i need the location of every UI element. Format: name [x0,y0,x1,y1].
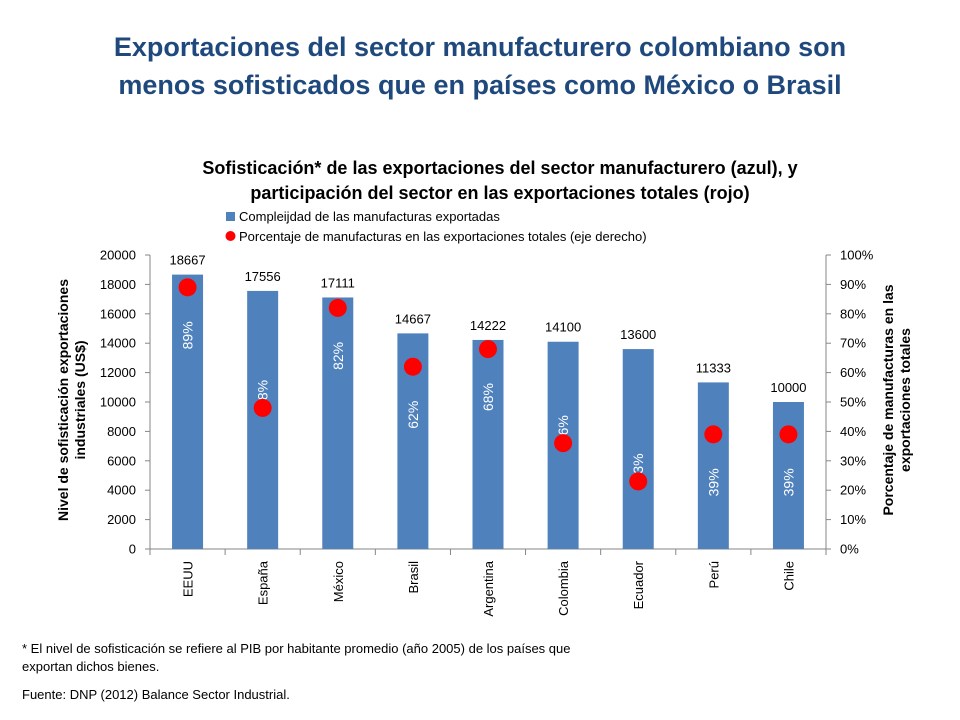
bar-value-label: 14100 [545,320,581,335]
legend-bar-label: Compleijdad de las manufacturas exportad… [239,209,500,224]
bar-value-label: 17556 [245,269,281,284]
x-tick-label: Colombia [556,560,571,616]
y2-tick-label: 0% [840,542,859,557]
x-tick-label: EEUU [181,561,196,597]
chart-axes: 0 2000 4000 6000 8000 10000 12000 14000 16000 180… [100,248,874,557]
y-tick-label: 0 [129,542,136,557]
percent-marker [403,357,422,376]
y-tick-label: 14000 [100,336,136,351]
page-title-line-2: menos sofisticados que en países como Mé… [118,70,842,100]
percent-marker [554,434,573,453]
bar-value-label: 14222 [470,318,506,333]
percent-marker [253,398,272,417]
percent-marker [328,298,347,317]
y2-axis-title-line-2: exportaciones totales [897,328,913,472]
bar [697,382,729,549]
y-tick-label: 20000 [100,248,136,263]
y2-tick-label: 100% [840,248,874,263]
legend-marker-label: Porcentaje de manufacturas en las export… [239,229,647,244]
y2-tick-label: 80% [840,306,866,321]
chart-bars [172,274,804,549]
bar [472,339,504,549]
y2-tick-label: 60% [840,365,866,380]
y2-tick-label: 40% [840,424,866,439]
y2-tick-label: 30% [840,453,866,468]
y-tick-label: 2000 [107,512,136,527]
y2-axis-title-line-1: Porcentaje de manufacturas en las [880,284,896,515]
chart-legend: Compleijdad de las manufacturas exportad… [225,209,647,244]
y-tick-label: 8000 [107,424,136,439]
percent-data-label: 62% [405,401,421,429]
percent-marker [479,340,497,359]
y2-tick-label: 90% [840,277,866,292]
y2-tick-label: 20% [840,483,866,498]
y2-tick-label: 50% [840,395,866,410]
page-title: Exportaciones del sector manufacturero c… [30,28,930,104]
y2-axis-title: Porcentaje de manufacturas en las export… [880,284,913,515]
percent-data-label: 68% [480,383,496,411]
y-axis-title-line-1: Nivel de sofisticación exportaciones [55,279,71,521]
bar-value-label: 11333 [696,360,731,375]
percent-data-label: 39% [705,468,721,496]
y2-tick-label: 70% [840,336,866,351]
y-tick-label: 16000 [100,306,136,321]
y-tick-label: 4000 [107,483,136,498]
percent-marker [779,425,798,444]
percent-data-label: 82% [330,342,346,370]
y-axis-title: Nivel de sofisticación exportaciones ind… [55,279,88,521]
x-tick-label: Argentina [481,560,496,616]
bar-value-label: 18667 [169,253,205,268]
y2-tick-label: 10% [840,512,866,527]
chart-labels: 18667EEUU89%17556España48%17111México82%… [169,253,806,617]
bar-value-label: 17111 [321,275,355,290]
page-title-line-1: Exportaciones del sector manufacturero c… [113,32,847,62]
percent-marker [178,278,197,297]
chart-title-line-1: Sofisticación* de las exportaciones del … [202,158,798,178]
footnote-line-1: * El nivel de sofisticación se refiere a… [22,641,571,656]
footnote: * El nivel de sofisticación se refiere a… [22,640,722,676]
percent-data-label: 39% [780,468,796,496]
chart-title-line-2: participación del sector en las exportac… [250,183,750,203]
source-note: Fuente: DNP (2012) Balance Sector Indust… [22,687,290,702]
x-tick-label: España [256,560,271,605]
y-tick-label: 18000 [100,277,136,292]
footnote-line-2: exportan dichos bienes. [22,659,160,674]
legend-marker-swatch [225,231,236,241]
x-tick-label: Chile [781,561,796,591]
bar [247,290,279,549]
bar [172,274,204,549]
x-tick-label: Ecuador [631,560,646,609]
bar-value-label: 14667 [395,311,431,326]
x-tick-label: Brasil [406,561,421,594]
x-tick-label: México [331,561,346,602]
percent-data-label: 89% [180,321,196,349]
chart-title: Sofisticación* de las exportaciones del … [80,156,920,206]
chart-markers [178,278,798,491]
bar [622,349,654,549]
bar-value-label: 13600 [620,327,656,342]
y-tick-label: 10000 [100,395,136,410]
y-tick-label: 6000 [107,453,136,468]
legend-bar-swatch [226,212,235,221]
percent-marker [629,472,648,491]
y-axis-title-line-2: industriales (US$) [72,340,88,459]
bar-value-label: 10000 [770,380,806,395]
bar [322,297,354,549]
x-tick-label: Perú [706,561,721,588]
percent-marker [704,425,723,444]
y-tick-label: 12000 [100,365,136,380]
